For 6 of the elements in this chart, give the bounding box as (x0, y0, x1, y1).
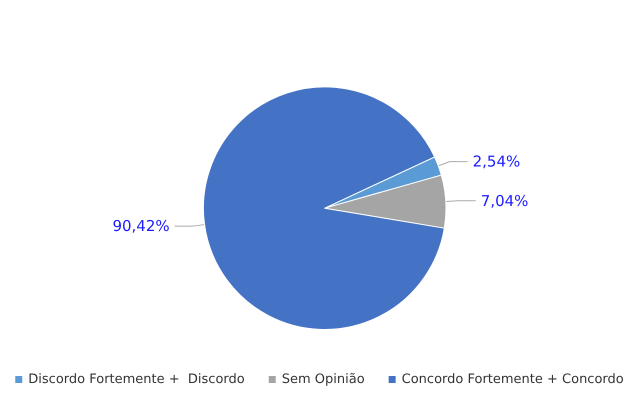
legend-label: Sem Opinião (282, 372, 365, 387)
data-label: 2,54% (472, 152, 520, 171)
data-label: 7,04% (480, 192, 528, 210)
data-label: 90,42% (112, 217, 170, 236)
legend-label: Concordo Fortemente + Concordo (402, 372, 624, 387)
legend-label: Discordo Fortemente + Discordo (28, 372, 245, 387)
